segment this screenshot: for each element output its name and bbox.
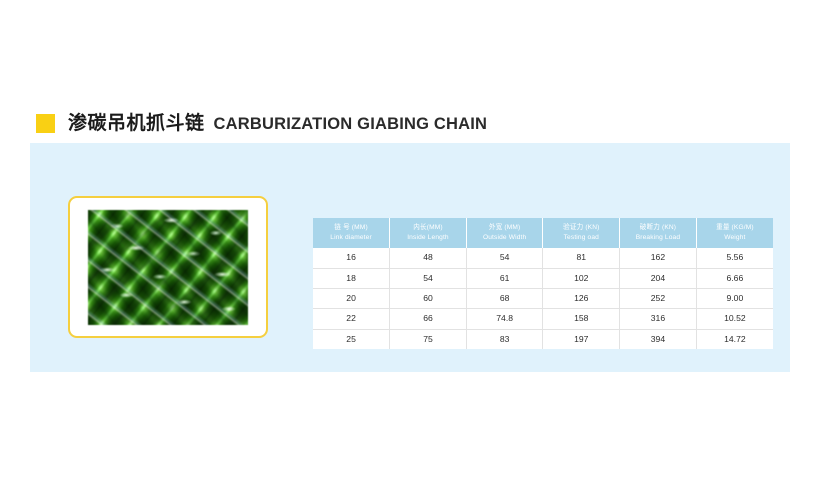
table-cell: 25: [313, 329, 391, 350]
table-cell: 75: [389, 329, 467, 350]
column-header-en: Inside Length: [407, 233, 449, 241]
table-cell: 9.00: [696, 288, 773, 310]
table-column-header-6: 重量 (KG/M) Weight: [695, 218, 773, 249]
table-row: 25 75 83 197 394 14.72: [313, 329, 773, 350]
table-column-header-4: 验证力 (KN) Testing oad: [542, 218, 621, 249]
table-cell: 6.66: [696, 268, 773, 290]
column-header-cn: 重量 (KG/M): [716, 224, 754, 231]
column-header-cn: 内长(MM): [413, 224, 443, 231]
product-chain-photo: [88, 209, 248, 325]
column-header-en: Link diameter: [330, 233, 372, 241]
heading-bullet-icon: [36, 113, 55, 133]
column-header-en: Breaking Load: [635, 233, 681, 241]
table-cell: 16: [313, 248, 391, 269]
column-header-en: Outside Width: [482, 233, 527, 241]
table-cell: 66: [389, 308, 467, 330]
table-row: 18 54 61 102 204 6.66: [313, 268, 773, 290]
table-column-header-2: 内长(MM) Inside Length: [389, 218, 467, 249]
table-header: 链 号 (MM) Link diameter 内长(MM) Inside Length…: [313, 218, 773, 249]
table-cell: 54: [389, 268, 467, 290]
table-cell: 61: [466, 268, 544, 290]
table-cell: 14.72: [696, 329, 773, 350]
table-cell: 83: [466, 329, 544, 350]
table-row: 22 66 74.8 158 316 10.52: [313, 308, 773, 330]
table-row: 16 48 54 81 162 5.56: [313, 248, 773, 269]
column-header-cn: 破断力 (KN): [639, 224, 677, 231]
table-cell: 60: [389, 288, 467, 310]
table-cell: 20: [313, 288, 391, 310]
table-row: 20 60 68 126 252 9.00: [313, 288, 773, 310]
column-header-en: Weight: [724, 233, 746, 241]
spec-table-container: 链 号 (MM) Link diameter 内长(MM) Inside Length…: [313, 218, 773, 350]
table-cell: 316: [619, 308, 697, 330]
table-cell: 81: [542, 248, 621, 269]
table-body: 16 48 54 81 162 5.56 18 54 61 102 204 6.66 20 60 68 126…: [313, 248, 773, 350]
table-column-header-5: 破断力 (KN) Breaking Load: [619, 218, 697, 249]
heading-title-cn: 渗碳吊机抓斗链: [68, 112, 205, 134]
column-header-cn: 链 号 (MM): [334, 224, 368, 231]
table-cell: 54: [466, 248, 544, 269]
table-cell: 204: [619, 268, 697, 290]
table-column-header-1: 链 号 (MM) Link diameter: [313, 218, 391, 249]
specification-table: 链 号 (MM) Link diameter 内长(MM) Inside Length…: [313, 218, 773, 350]
table-cell: 22: [313, 308, 391, 330]
table-header-row: 链 号 (MM) Link diameter 内长(MM) Inside Length…: [313, 218, 773, 249]
table-cell: 74.8: [466, 308, 544, 330]
table-cell: 48: [389, 248, 467, 269]
table-cell: 102: [542, 268, 621, 290]
table-cell: 5.56: [696, 248, 773, 269]
table-cell: 158: [542, 308, 621, 330]
column-header-cn: 外宽 (MM): [488, 224, 521, 231]
table-cell: 394: [619, 329, 697, 350]
heading-title-en: CARBURIZATION GIABING CHAIN: [213, 114, 488, 133]
column-header-en: Testing oad: [563, 233, 599, 241]
section-heading: 渗碳吊机抓斗链 CARBURIZATION GIABING CHAIN: [36, 110, 487, 136]
table-cell: 197: [542, 329, 621, 350]
column-header-cn: 验证力 (KN): [563, 224, 600, 231]
table-cell: 10.52: [696, 308, 773, 330]
product-image-card: [68, 196, 268, 338]
table-column-header-3: 外宽 (MM) Outside Width: [465, 218, 544, 249]
table-cell: 18: [313, 268, 391, 290]
table-cell: 252: [619, 288, 697, 310]
table-cell: 68: [466, 288, 544, 310]
table-cell: 162: [619, 248, 697, 269]
table-cell: 126: [542, 288, 621, 310]
